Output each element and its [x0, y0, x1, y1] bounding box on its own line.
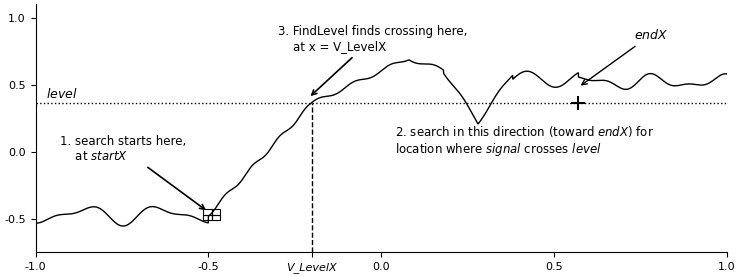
Text: 1. search starts here,
    at $\it{startX}$: 1. search starts here, at $\it{startX}$	[60, 135, 205, 209]
Text: 2. search in this direction (toward $\it{endX}$) for
location where $\it{signal}: 2. search in this direction (toward $\it…	[395, 124, 654, 158]
Bar	[204, 209, 212, 215]
Bar	[212, 209, 221, 215]
Bar	[204, 215, 212, 220]
Text: $\it{endX}$: $\it{endX}$	[582, 28, 668, 85]
Text: $\it{level}$: $\it{level}$	[46, 87, 78, 101]
Bar	[212, 215, 221, 220]
Text: 3. FindLevel finds crossing here,
    at x = V_LevelX: 3. FindLevel finds crossing here, at x =…	[278, 25, 467, 95]
